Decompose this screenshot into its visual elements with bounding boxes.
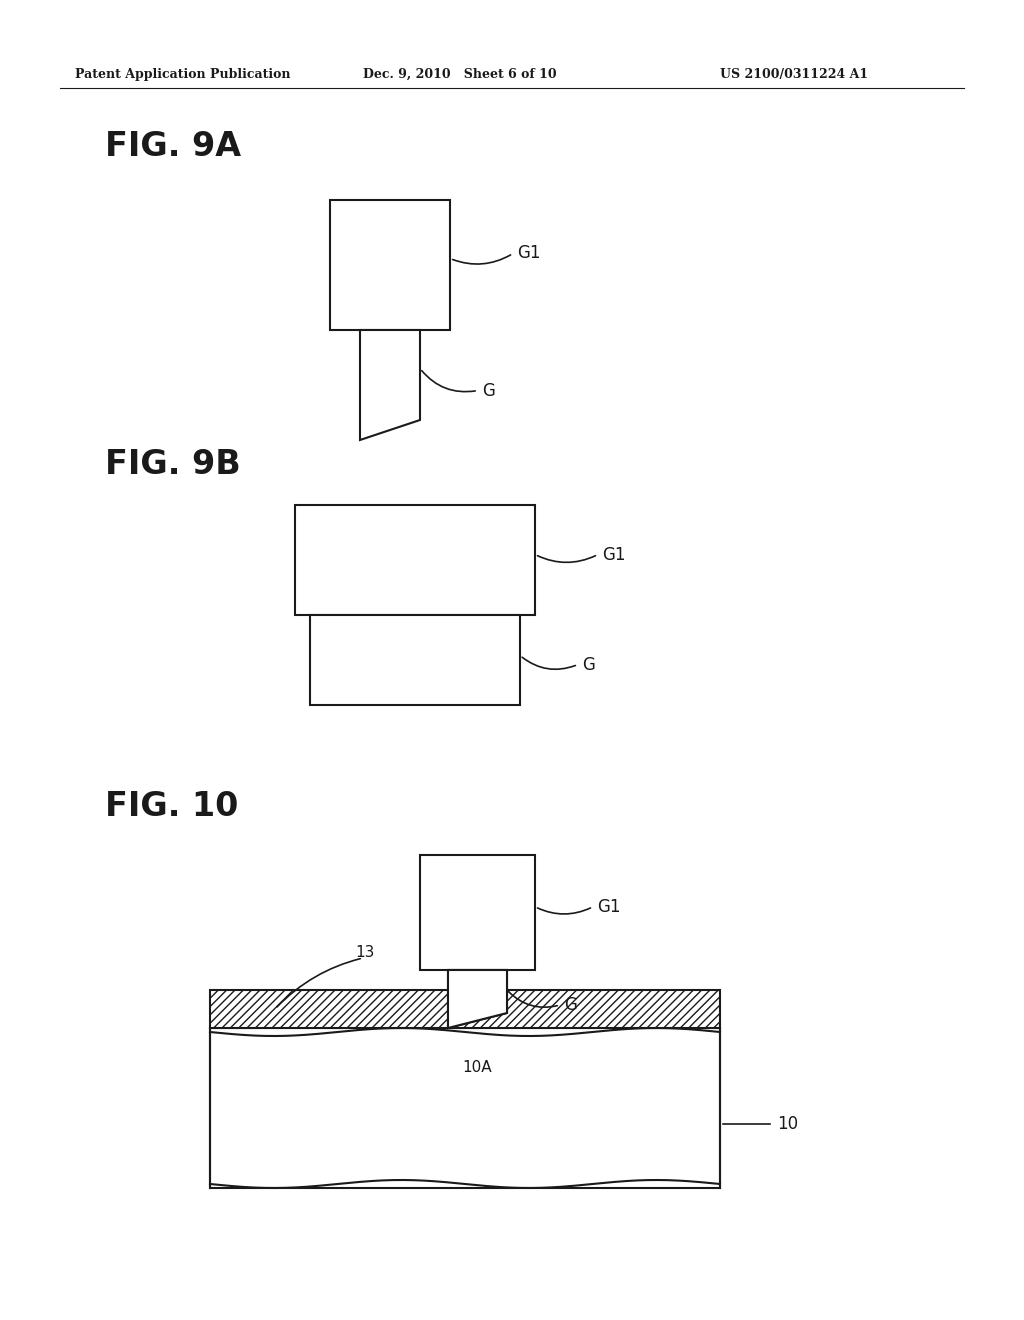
- Text: FIG. 10: FIG. 10: [105, 789, 239, 822]
- Bar: [310, 615, 520, 705]
- Text: 10: 10: [777, 1115, 798, 1133]
- Text: FIG. 9A: FIG. 9A: [105, 129, 241, 162]
- Text: G: G: [564, 997, 577, 1014]
- Text: G1: G1: [517, 244, 541, 263]
- Text: Dec. 9, 2010   Sheet 6 of 10: Dec. 9, 2010 Sheet 6 of 10: [362, 69, 557, 81]
- Bar: [210, 990, 720, 1028]
- Text: 10A: 10A: [463, 1060, 493, 1076]
- Bar: [420, 855, 535, 970]
- Text: Patent Application Publication: Patent Application Publication: [75, 69, 291, 81]
- Polygon shape: [449, 970, 507, 1028]
- Text: G: G: [482, 381, 495, 400]
- Text: 13: 13: [355, 945, 375, 960]
- Polygon shape: [360, 330, 420, 440]
- Text: G: G: [582, 656, 595, 673]
- Bar: [295, 506, 535, 615]
- Text: US 2100/0311224 A1: US 2100/0311224 A1: [720, 69, 868, 81]
- Polygon shape: [449, 970, 507, 1028]
- Bar: [330, 201, 450, 330]
- Text: G1: G1: [597, 898, 621, 916]
- Text: G1: G1: [602, 545, 626, 564]
- Text: FIG. 9B: FIG. 9B: [105, 447, 241, 480]
- Bar: [210, 1028, 720, 1188]
